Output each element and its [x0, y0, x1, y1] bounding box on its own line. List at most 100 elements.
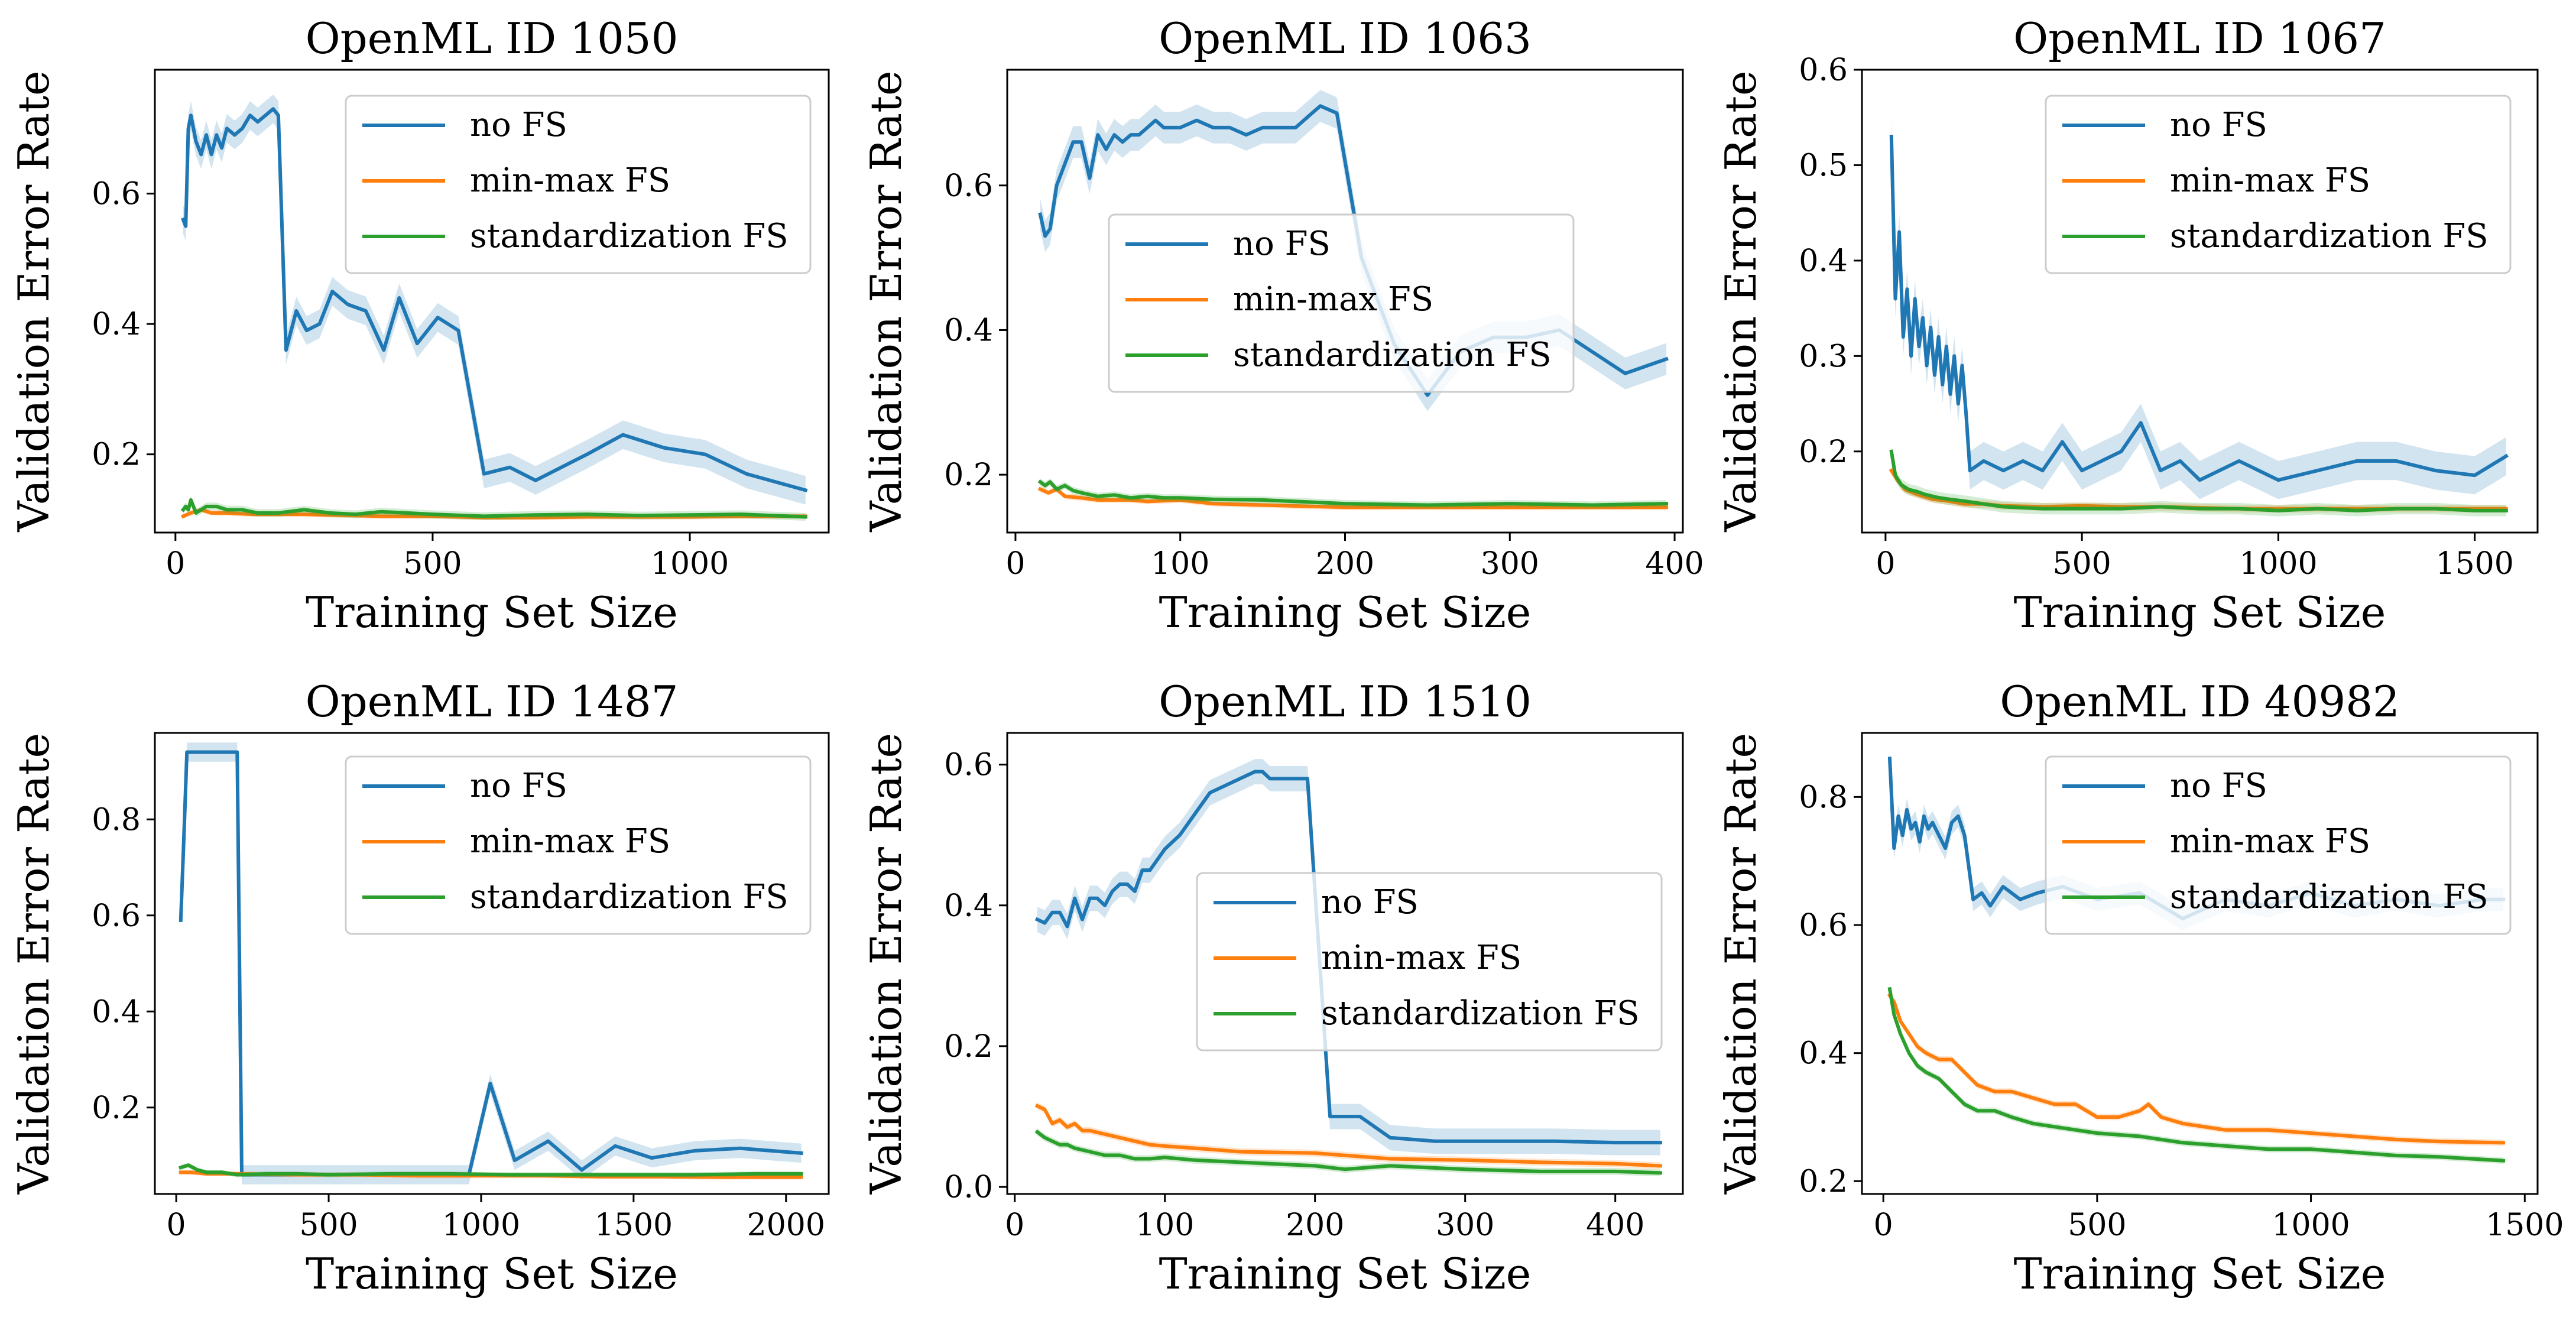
x-tick-label: 1500 — [2486, 1208, 2564, 1243]
y-tick-label: 0.6 — [1799, 53, 1848, 88]
chart-panel-2: 0 100 200 300 400 0.2 0.4 0.6 OpenML ID 1063 Trai… — [861, 14, 1704, 637]
series-line-3 — [1034, 1130, 1662, 1175]
axes-frame — [154, 69, 830, 534]
axes-frame — [154, 732, 830, 1195]
x-axis-label: Training Set Size — [2014, 588, 2386, 637]
series-line-2 — [1887, 993, 2506, 1145]
legend-label: no FS — [470, 106, 567, 144]
x-tick-label: 400 — [1645, 546, 1704, 582]
x-tick-label: 1000 — [651, 546, 729, 582]
chart-panel-5: 0 100 200 300 400 0.0 0.2 0.4 0.6 OpenML ID 1510 T… — [861, 677, 1684, 1299]
chart-panel-3: 0 500 1000 1500 0.2 0.3 0.4 0.5 0.6 OpenML ID 106… — [1716, 14, 2539, 637]
chart-title: OpenML ID 40982 — [2000, 677, 2400, 726]
series-line-1 — [1034, 770, 1662, 1145]
legend-label: standardization FS — [1321, 994, 1640, 1033]
legend: no FS min-max FS standardization FS — [345, 755, 812, 935]
x-tick-label: 1000 — [442, 1208, 520, 1243]
y-tick-label: 0.2 — [944, 457, 993, 493]
legend: no FS min-max FS standardization FS — [1108, 213, 1575, 393]
legend: no FS min-max FS standardization FS — [345, 95, 812, 274]
legend-box — [2045, 755, 2512, 935]
y-tick-label: 0.8 — [92, 802, 141, 838]
series-band-1 — [180, 742, 802, 1185]
x-tick-label: 2000 — [747, 1208, 825, 1243]
legend-label: standardization FS — [2170, 217, 2489, 255]
legend: no FS min-max FS standardization FS — [1196, 872, 1663, 1052]
axes-frame — [1006, 732, 1684, 1195]
y-tick-label: 0.2 — [944, 1029, 993, 1065]
y-tick-label: 0.0 — [944, 1170, 993, 1205]
legend-box — [345, 95, 812, 274]
y-tick-label: 0.2 — [92, 1091, 141, 1126]
y-tick-label: 0.6 — [944, 748, 993, 783]
series-line-3 — [180, 498, 807, 519]
legend-label: no FS — [2170, 106, 2267, 144]
legend-label: standardization FS — [470, 217, 789, 255]
x-axis-label: Training Set Size — [306, 1249, 678, 1299]
series-band-1 — [1890, 747, 2504, 930]
plot-area — [1889, 117, 2509, 517]
legend-box — [1108, 213, 1575, 393]
y-axis-label: Validation Error Rate — [9, 70, 59, 532]
y-axis-label: Validation Error Rate — [1716, 70, 1766, 532]
x-tick-label: 200 — [1286, 1208, 1344, 1243]
series-band-2 — [1040, 486, 1667, 511]
y-tick-label: 0.4 — [92, 307, 141, 342]
chart-title: OpenML ID 1050 — [306, 14, 679, 63]
y-tick-label: 0.6 — [1799, 908, 1848, 943]
x-tick-label: 100 — [1151, 546, 1209, 582]
legend-label: standardization FS — [2170, 878, 2489, 916]
y-tick-label: 0.5 — [1799, 148, 1848, 183]
legend-box — [2045, 95, 2512, 274]
y-tick-label: 0.6 — [92, 177, 141, 212]
legend: no FS min-max FS standardization FS — [2045, 95, 2512, 274]
y-tick-label: 0.4 — [92, 994, 141, 1030]
legend-label: standardization FS — [470, 878, 789, 916]
x-tick-label: 300 — [1436, 1208, 1494, 1243]
legend-label: no FS — [1233, 225, 1331, 263]
series-band-1 — [183, 94, 806, 505]
legend: no FS min-max FS standardization FS — [2045, 755, 2512, 935]
x-tick-label: 100 — [1135, 1208, 1194, 1243]
y-axis-label: Validation Error Rate — [9, 733, 59, 1195]
series-line-3 — [1887, 986, 2506, 1163]
x-axis-label: Training Set Size — [1159, 1249, 1532, 1299]
x-axis-label: Training Set Size — [306, 588, 678, 637]
legend-label: no FS — [2170, 767, 2267, 805]
plot-area — [180, 94, 808, 521]
plot-area — [179, 742, 803, 1185]
chart-title: OpenML ID 1487 — [306, 677, 679, 726]
axes-frame — [1861, 69, 2539, 534]
legend-box — [345, 755, 812, 935]
y-tick-label: 0.8 — [1799, 780, 1848, 815]
legend-label: standardization FS — [1233, 336, 1552, 374]
series-band-3 — [1040, 478, 1667, 509]
series-line-1 — [1889, 134, 2509, 482]
x-tick-label: 1000 — [2272, 1208, 2350, 1243]
series-line-2 — [1034, 1104, 1663, 1168]
series-line-2 — [1889, 468, 2508, 511]
series-line-2 — [1037, 486, 1669, 510]
legend-box — [1196, 872, 1663, 1052]
x-tick-label: 0 — [1005, 1208, 1024, 1243]
x-axis-label: Training Set Size — [2014, 1249, 2386, 1299]
legend-label: min-max FS — [1233, 280, 1433, 319]
x-tick-label: 1500 — [2436, 546, 2514, 582]
x-tick-label: 500 — [2068, 1208, 2126, 1243]
legend-label: no FS — [1321, 883, 1419, 921]
x-tick-label: 0 — [167, 1208, 186, 1243]
legend-label: min-max FS — [2170, 822, 2370, 861]
y-tick-label: 0.4 — [1799, 1036, 1848, 1072]
chart-title: OpenML ID 1510 — [1159, 677, 1532, 726]
series-line-1 — [181, 107, 808, 492]
x-tick-label: 400 — [1586, 1208, 1644, 1243]
y-axis-label: Validation Error Rate — [1716, 733, 1766, 1195]
x-tick-label: 0 — [1005, 546, 1025, 582]
series-line-3 — [1889, 449, 2508, 512]
x-tick-label: 1000 — [2239, 546, 2317, 582]
chart-panel-6: 0 500 1000 1500 0.2 0.4 0.6 0.8 OpenML ID 40982 T… — [1716, 677, 2564, 1299]
y-axis-label: Validation Error Rate — [861, 70, 911, 532]
x-tick-label: 1500 — [595, 1208, 673, 1243]
x-tick-label: 500 — [403, 546, 462, 582]
